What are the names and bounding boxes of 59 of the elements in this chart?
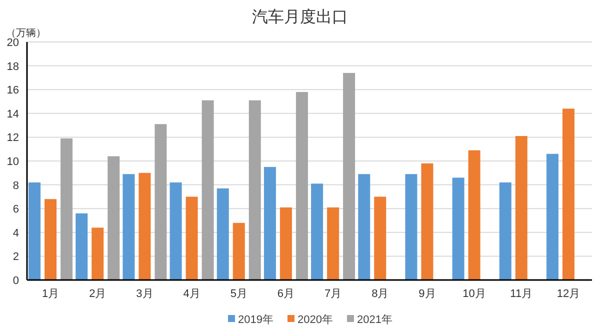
x-tick-label: 10月 (462, 288, 486, 300)
bar (358, 174, 370, 280)
x-tick-label: 8月 (372, 288, 389, 300)
bar (122, 174, 135, 280)
y-tick-label: 0 (12, 275, 19, 287)
y-tick-label: 18 (6, 60, 19, 73)
y-axis-title: （万辆） (6, 27, 46, 39)
bar (562, 108, 574, 280)
y-tick-label: 16 (6, 84, 19, 97)
bar (216, 188, 229, 280)
legend-label: 2020年 (297, 314, 333, 326)
y-tick-label: 14 (6, 108, 19, 120)
bar (154, 124, 167, 280)
bar (202, 100, 214, 280)
x-tick-label: 2月 (89, 288, 106, 300)
x-tick-label: 4月 (183, 288, 200, 300)
bar (452, 178, 464, 280)
bar (248, 100, 261, 280)
bar (343, 72, 356, 280)
bar (44, 199, 57, 280)
bar (92, 228, 104, 280)
bar (186, 196, 198, 280)
y-tick-label: 10 (6, 156, 19, 168)
bar (421, 163, 434, 280)
legend-label: 2021年 (356, 314, 392, 326)
legend-label: 2019年 (238, 314, 274, 326)
chart-title: 汽车月度出口 (252, 8, 348, 26)
bar (28, 182, 41, 280)
bar (76, 213, 88, 280)
x-tick-label: 11月 (510, 288, 533, 300)
bar (280, 207, 292, 280)
y-tick-label: 2 (12, 251, 19, 264)
x-tick-label: 3月 (136, 288, 154, 300)
bar (170, 182, 182, 280)
y-tick-label: 20 (6, 37, 19, 49)
bar (405, 174, 418, 280)
bar (499, 182, 512, 280)
y-tick-label: 6 (12, 204, 19, 216)
bar (60, 138, 73, 280)
bar (468, 150, 480, 280)
x-tick-label: 12月 (556, 288, 580, 300)
bar (546, 154, 558, 280)
bar (108, 156, 120, 280)
bar (515, 136, 528, 280)
bar (311, 184, 324, 280)
x-tick-label: 6月 (277, 288, 295, 300)
bar (327, 207, 340, 280)
bar (374, 196, 386, 280)
x-tick-label: 5月 (230, 288, 248, 300)
bar (138, 172, 151, 280)
y-tick-label: 4 (12, 227, 19, 240)
x-tick-label: 7月 (324, 288, 342, 300)
y-tick-label: 12 (6, 132, 19, 144)
x-tick-label: 1月 (42, 288, 60, 300)
x-tick-label: 9月 (418, 288, 436, 300)
y-tick-label: 8 (12, 180, 19, 192)
bar (296, 92, 308, 280)
bar (264, 166, 276, 280)
bar (232, 222, 245, 280)
